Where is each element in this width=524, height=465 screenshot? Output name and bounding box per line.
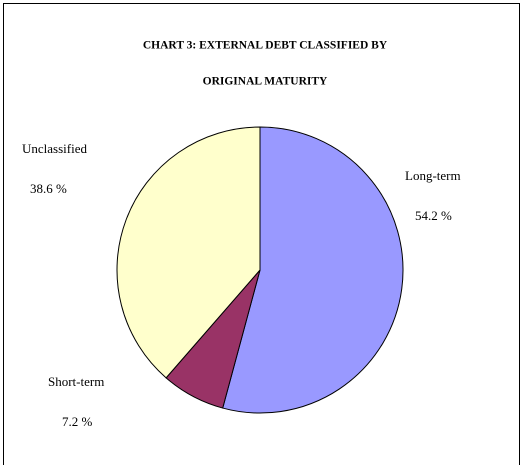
chart-title: CHART 3: EXTERNAL DEBT CLASSIFIED BY bbox=[143, 40, 388, 52]
value-label: 38.6 % bbox=[30, 181, 67, 196]
pie-slice bbox=[116, 126, 261, 379]
category-label: Unclassified bbox=[22, 141, 87, 156]
pie-slice bbox=[222, 126, 404, 414]
category-label: Long-term bbox=[405, 168, 461, 183]
value-label: 54.2 % bbox=[415, 208, 452, 223]
value-label: 7.2 % bbox=[62, 414, 93, 429]
category-label: Short-term bbox=[48, 374, 104, 389]
chart-title: ORIGINAL MATURITY bbox=[203, 76, 328, 88]
